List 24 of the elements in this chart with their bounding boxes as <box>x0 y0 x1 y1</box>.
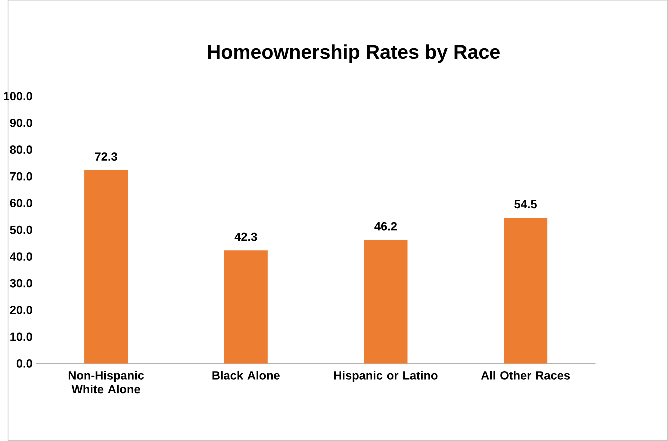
y-tick-label: 70.0 <box>10 172 32 181</box>
y-tick-label: 20.0 <box>10 306 32 314</box>
y-tick-label: 60.0 <box>10 198 32 208</box>
data-label: 72.3 <box>95 152 118 161</box>
y-tick-label: 100.0 <box>4 92 32 100</box>
bar <box>504 218 548 364</box>
x-tick-label: Non-Hispanic White Alone <box>68 370 144 394</box>
x-tick-label: Black Alone <box>212 370 280 380</box>
y-tick-label: 50.0 <box>10 226 32 234</box>
y-tick-label: 0.0 <box>16 359 32 368</box>
y-tick-label: 90.0 <box>10 118 32 128</box>
bar <box>364 240 408 364</box>
x-tick-label: All Other Races <box>481 370 570 380</box>
data-label: 46.2 <box>374 222 398 231</box>
bar <box>84 170 128 364</box>
y-tick-label: 40.0 <box>10 252 32 261</box>
bar <box>224 250 268 364</box>
y-tick-label: 10.0 <box>10 332 32 341</box>
chart-title: Homeownership Rates by Race <box>208 44 500 63</box>
data-label: 42.3 <box>234 232 258 242</box>
x-tick-label: Hispanic or Latino <box>334 370 438 382</box>
y-tick-label: 30.0 <box>10 279 32 288</box>
data-label: 54.5 <box>514 200 537 208</box>
y-tick-label: 80.0 <box>10 146 32 154</box>
